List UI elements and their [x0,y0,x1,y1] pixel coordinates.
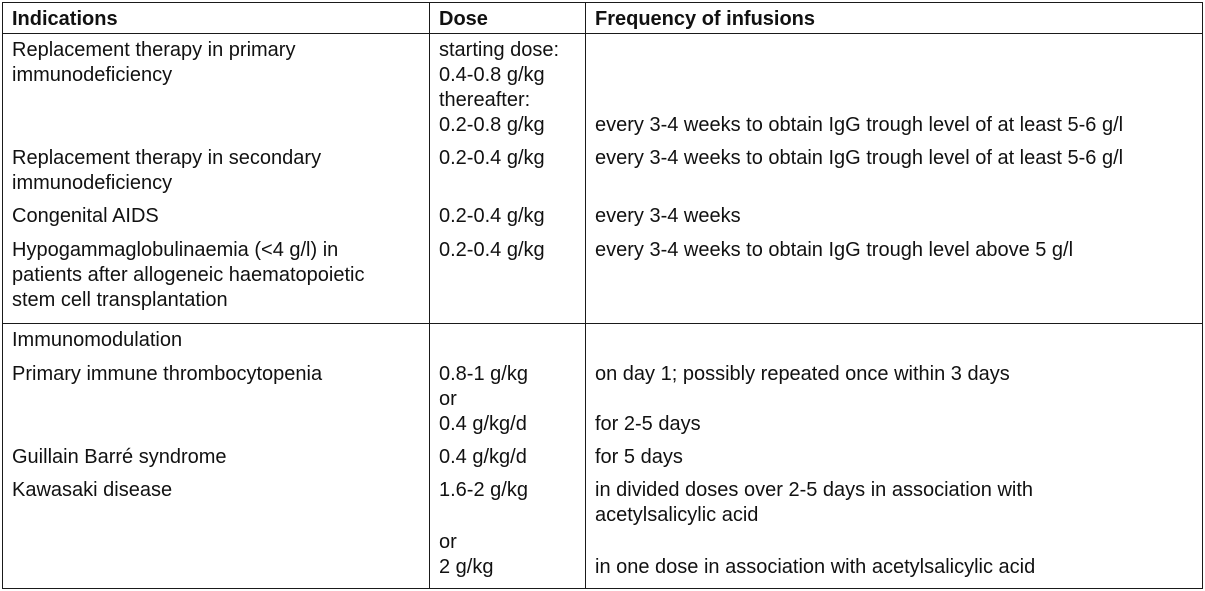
frequency-kawasaki-line2: acetylsalicylic acid [595,504,759,526]
frequency-primary: every 3-4 weeks to obtain IgG trough lev… [595,114,1124,136]
frequency-aids: every 3-4 weeks [595,205,741,227]
dose-kawasaki-line3: 2 g/kg [439,556,494,578]
indication-aids: Congenital AIDS [12,205,159,227]
dose-primary-line4: 0.2-0.8 g/kg [439,114,545,136]
dose-itp-line3: 0.4 g/kg/d [439,413,527,435]
dose-kawasaki-line1: 1.6-2 g/kg [439,479,528,501]
indication-hypogamma-line2: patients after allogeneic haematopoietic [12,264,365,286]
frequency-hypogamma: every 3-4 weeks to obtain IgG trough lev… [595,239,1074,261]
dose-itp-line2: or [439,388,457,410]
frequency-kawasaki-line3: in one dose in association with acetylsa… [595,556,1036,578]
indication-hypogamma-line3: stem cell transplantation [12,289,228,311]
frequency-itp-line2: for 2-5 days [595,413,701,435]
row-divider [3,323,1202,324]
dose-kawasaki-line2: or [439,531,457,553]
dose-primary-line3: thereafter: [439,89,531,111]
indication-secondary-line1: Replacement therapy in secondary [12,147,322,169]
frequency-kawasaki-line1: in divided doses over 2-5 days in associ… [595,479,1034,501]
header-dose: Dose [439,8,488,30]
header-frequency: Frequency of infusions [595,8,816,30]
dose-gbs: 0.4 g/kg/d [439,446,527,468]
header-indications: Indications [12,8,118,30]
section-immunomodulation: Immunomodulation [12,329,183,351]
dose-itp-line1: 0.8-1 g/kg [439,363,528,385]
dose-primary-line2: 0.4-0.8 g/kg [439,64,545,86]
frequency-gbs: for 5 days [595,446,683,468]
indication-hypogamma-line1: Hypogammaglobulinaemia (<4 g/l) in [12,239,339,261]
column-divider [429,3,430,588]
indication-primary-line2: immunodeficiency [12,64,173,86]
indication-primary-line1: Replacement therapy in primary [12,39,296,61]
dose-aids: 0.2-0.4 g/kg [439,205,545,227]
frequency-itp-line1: on day 1; possibly repeated once within … [595,363,1010,385]
column-divider [585,3,586,588]
frequency-secondary: every 3-4 weeks to obtain IgG trough lev… [595,147,1124,169]
dose-hypogamma: 0.2-0.4 g/kg [439,239,545,261]
indication-secondary-line2: immunodeficiency [12,172,173,194]
dose-primary-line1: starting dose: [439,39,560,61]
indication-kawasaki: Kawasaki disease [12,479,173,501]
indication-gbs: Guillain Barré syndrome [12,446,227,468]
indication-itp: Primary immune thrombocytopenia [12,363,323,385]
row-divider [3,33,1202,34]
dose-secondary: 0.2-0.4 g/kg [439,147,545,169]
